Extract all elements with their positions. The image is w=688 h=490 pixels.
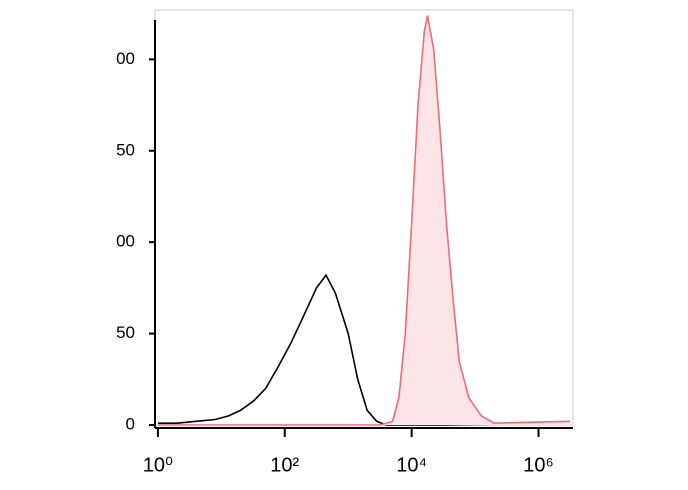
area [157,15,571,425]
line [157,15,571,426]
y-tick-label: 50 [116,140,135,159]
y-tick-label: 00 [116,232,135,251]
line [157,273,571,426]
y-tick-label: 00 [116,49,135,68]
y-tick-label: 50 [116,323,135,342]
x-tick-label: 10⁴ [396,454,427,476]
y-tick-label: 0 [126,414,135,433]
x-tick-label: 10⁰ [143,454,173,476]
x-tick-label: 10⁶ [523,454,553,476]
plot-frame [154,9,574,426]
x-tick-label: 10² [270,454,299,476]
